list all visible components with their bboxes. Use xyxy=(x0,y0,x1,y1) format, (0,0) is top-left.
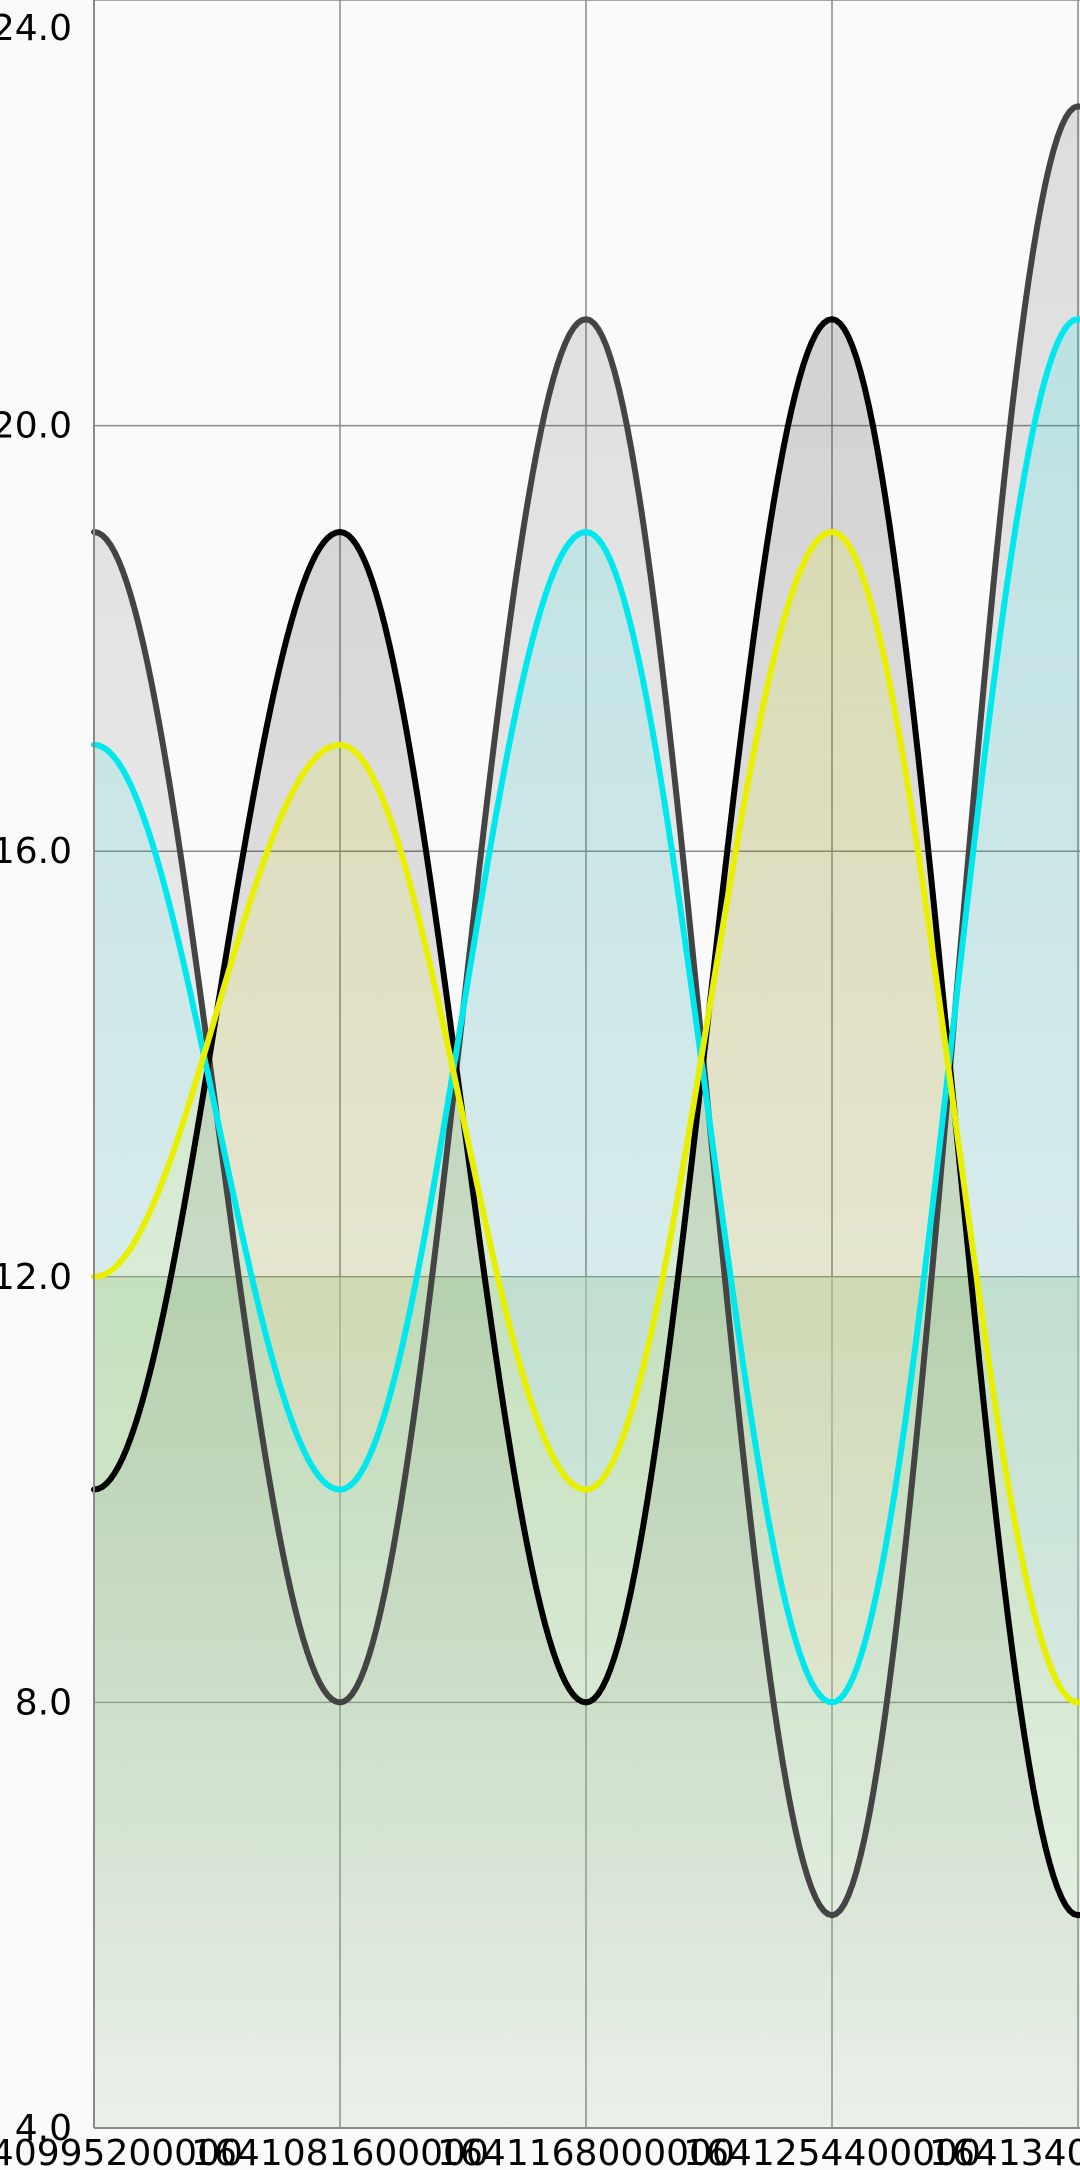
series-3-line xyxy=(91,529,1080,1706)
series-1-point xyxy=(583,1699,589,1705)
series-lines xyxy=(91,103,1080,1919)
y-tick-label: 4.0 xyxy=(15,2108,72,2149)
y-tick-label: 12.0 xyxy=(0,1257,72,1298)
x-tick-label: 1641254400000 xyxy=(683,2133,981,2170)
series-2-point xyxy=(337,1487,343,1493)
area-fills xyxy=(94,106,1080,2129)
x-tick-label: 1641168000000 xyxy=(437,2133,735,2170)
y-tick-label: 20.0 xyxy=(0,406,72,447)
series-3-point xyxy=(829,529,835,535)
series-3-point xyxy=(337,742,343,748)
y-tick-label: 16.0 xyxy=(0,831,72,872)
series-1-point xyxy=(829,316,835,322)
series-1-point xyxy=(337,529,343,535)
x-tick-label: 1641081600000 xyxy=(191,2133,489,2170)
x-tick-label: 1641340800000 xyxy=(929,2133,1080,2170)
y-tick-label: 24.0 xyxy=(0,8,72,49)
series-2-point xyxy=(829,1699,835,1705)
series-3-area xyxy=(94,532,1080,2128)
tick-labels: 4.0 8.0 12.0 16.0 20.0 24.0 164099520000016410… xyxy=(0,8,1080,2170)
series-0-point xyxy=(337,1699,343,1705)
axes xyxy=(93,0,1080,2129)
series-2-line xyxy=(91,316,1080,1706)
series-2-point xyxy=(583,529,589,535)
series-0-point xyxy=(829,1912,835,1918)
x-tick-label: 1640995200000 xyxy=(0,2133,243,2170)
y-tick-label: 8.0 xyxy=(15,1682,72,1723)
series-3-point xyxy=(583,1487,589,1493)
series-0-point xyxy=(583,316,589,322)
